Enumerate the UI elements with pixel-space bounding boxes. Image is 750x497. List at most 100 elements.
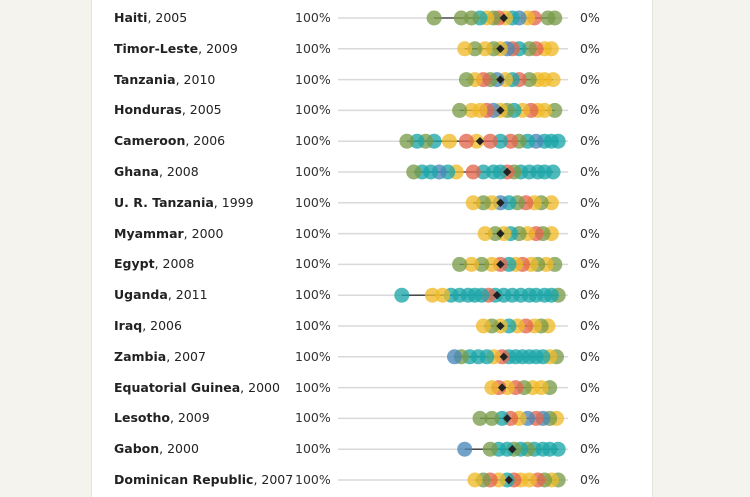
data-point [484, 410, 500, 426]
row-label: Honduras, 2005 [114, 102, 222, 118]
row-label: Tanzania, 2010 [114, 72, 215, 88]
median-marker [497, 383, 507, 392]
country-name: Haiti [114, 10, 148, 25]
country-name: Cameroon [114, 133, 186, 149]
data-point [394, 287, 410, 303]
axis-right-label: 0% [580, 194, 600, 210]
survey-year: , 2009 [169, 410, 210, 426]
country-name: Egypt [114, 256, 155, 272]
axis-right-label: 0% [580, 318, 600, 333]
survey-year: , 2006 [185, 133, 226, 149]
data-point [465, 164, 481, 180]
axis-left-label: 100% [295, 102, 331, 118]
axis-left-label: 100% [295, 71, 331, 87]
row-label: Egypt, 2008 [114, 256, 194, 272]
median-marker [508, 445, 517, 454]
survey-year: , 2011 [167, 287, 208, 303]
country-name: Dominican Republic [114, 472, 254, 487]
country-name: Myammar [114, 225, 184, 241]
row-label: Haiti, 2005 [114, 10, 187, 26]
axis-left-label: 100% [295, 472, 331, 487]
data-point [484, 380, 500, 396]
axis-right-label: 0% [580, 164, 600, 179]
axis-left-label: 100% [295, 410, 331, 426]
survey-year: , 2000 [159, 441, 199, 457]
axis-left-label: 100% [295, 318, 331, 333]
data-point [453, 10, 469, 26]
axis-left-label: 100% [295, 379, 331, 395]
median-marker [499, 352, 508, 361]
survey-year: , 2007 [253, 472, 294, 487]
data-point [477, 226, 493, 242]
survey-year: , 2005 [147, 10, 188, 25]
axis-right-label: 0% [580, 133, 600, 149]
data-point [457, 41, 473, 57]
median-marker [496, 198, 505, 207]
data-point [482, 441, 498, 457]
row-label: Uganda, 2011 [114, 287, 208, 303]
row-label: Myammar, 2000 [114, 226, 223, 242]
country-name: Lesotho [114, 410, 170, 426]
median-marker [499, 13, 508, 23]
axis-left-label: 100% [295, 133, 331, 149]
data-point [441, 133, 457, 149]
row-label: U. R. Tanzania, 1999 [114, 195, 254, 211]
axis-right-label: 0% [580, 256, 600, 272]
data-point [452, 256, 468, 272]
axis-right-label: 0% [580, 102, 600, 118]
data-point [406, 164, 422, 180]
data-point [464, 102, 479, 118]
data-point [467, 472, 483, 488]
data-point [424, 287, 440, 303]
data-point [399, 133, 415, 149]
axis-right-label: 0% [580, 40, 600, 56]
data-point [452, 102, 468, 118]
axis-right-label: 0% [580, 287, 600, 303]
survey-year: , 2000 [240, 379, 280, 395]
survey-year: , 2006 [142, 318, 182, 333]
country-name: Gabon [114, 441, 160, 457]
axis-right-label: 0% [580, 410, 600, 426]
axis-right-label: 0% [580, 379, 600, 395]
axis-left-label: 100% [295, 164, 331, 179]
axis-left-label: 100% [295, 287, 331, 303]
row-label: Gabon, 2000 [114, 441, 199, 457]
median-marker [496, 44, 505, 53]
axis-left-label: 100% [295, 256, 331, 272]
median-marker [475, 137, 485, 146]
data-point [426, 10, 442, 26]
axis-left-label: 100% [295, 40, 331, 56]
axis-left-label: 100% [295, 225, 331, 241]
median-marker [496, 75, 505, 84]
country-name: Uganda [114, 287, 168, 303]
survey-year: , 2007 [166, 348, 206, 364]
axis-left-label: 100% [295, 348, 331, 364]
axis-right-label: 0% [580, 71, 600, 87]
country-name: Iraq [114, 318, 143, 333]
data-point [457, 441, 473, 457]
axis-right-label: 0% [580, 10, 600, 25]
survey-year: , 1999 [213, 194, 254, 210]
survey-year: , 2000 [183, 225, 224, 241]
country-name: Honduras [114, 102, 182, 118]
median-marker [503, 167, 512, 177]
median-marker [496, 260, 505, 269]
data-point [447, 349, 462, 365]
row-label: Zambia, 2007 [114, 349, 206, 365]
median-marker [504, 475, 514, 485]
data-point [540, 10, 556, 26]
row-label: Equatorial Guinea, 2000 [114, 380, 280, 396]
axis-left-label: 100% [295, 194, 331, 210]
axis-left-label: 100% [295, 10, 331, 25]
data-point [475, 318, 491, 334]
axis-right-label: 0% [580, 472, 600, 487]
survey-year: , 2008 [154, 256, 195, 272]
data-point [458, 133, 474, 149]
row-label: Lesotho, 2009 [114, 410, 210, 426]
survey-year: , 2005 [181, 102, 222, 118]
median-marker [496, 229, 505, 238]
country-name: U. R. Tanzania [114, 194, 214, 210]
row-label: Timor-Leste, 2009 [114, 41, 238, 57]
country-name: Tanzania [114, 71, 176, 87]
